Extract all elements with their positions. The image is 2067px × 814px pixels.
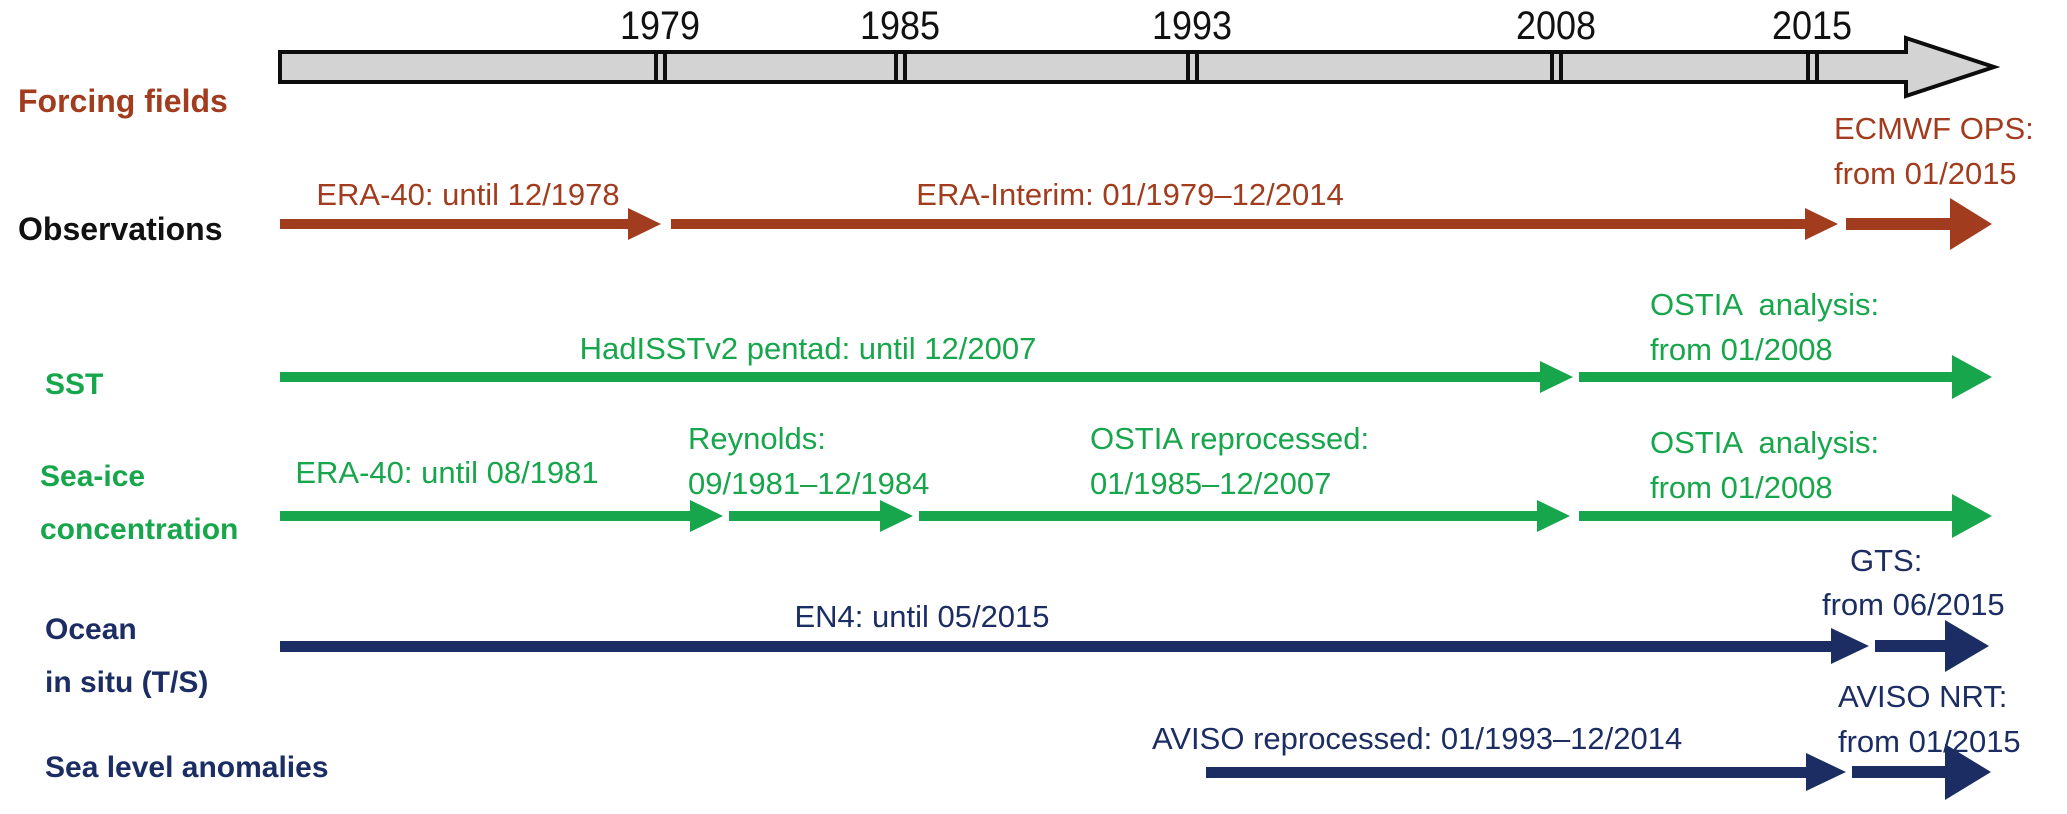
era-interim-label: ERA-Interim: 01/1979–12/2014 xyxy=(916,177,1344,212)
row-label-seaice-line1: Sea-ice xyxy=(40,460,146,493)
arrow-head-icon xyxy=(1945,620,1989,672)
observations-header: Observations xyxy=(18,211,223,247)
ecmwf-ops-line2: from 01/2015 xyxy=(1834,156,2017,191)
arrow-shaft xyxy=(280,511,690,521)
timeline-ticks xyxy=(654,52,1819,82)
arrow-shaft xyxy=(729,511,880,521)
ostia-analysis-seaice-arrow xyxy=(1579,494,1992,538)
tick-1993b xyxy=(1195,52,1199,82)
arrow-shaft xyxy=(1579,372,1952,382)
aviso-nrt-arrow xyxy=(1852,744,1991,800)
tick-1985 xyxy=(894,52,898,82)
timeline-arrow-shape xyxy=(278,35,2001,99)
row-label-sla: Sea level anomalies xyxy=(45,751,329,784)
year-label-1993: 1993 xyxy=(1151,4,1233,48)
arrow-shaft xyxy=(280,219,628,229)
arrow-shaft xyxy=(1206,766,1806,778)
arrow-shaft xyxy=(1846,218,1950,230)
row-label-seaice-line2: concentration xyxy=(40,513,239,546)
hadisst-arrow xyxy=(280,361,1573,393)
era40-forcing-label: ERA-40: until 12/1978 xyxy=(316,177,620,212)
ostia-analysis-sst-line1: OSTIA analysis: xyxy=(1650,287,1880,322)
arrow-shaft xyxy=(1579,511,1952,521)
tick-2008 xyxy=(1550,52,1554,82)
reynolds-line2: 09/1981–12/1984 xyxy=(688,466,930,501)
row-label-sst: SST xyxy=(45,368,104,401)
ostia-analysis-sst-label: OSTIA analysis: from 01/2008 xyxy=(1650,282,1879,372)
ostia-reprocessed-line2: 01/1985–12/2007 xyxy=(1090,466,1332,501)
en4-arrow xyxy=(280,628,1869,664)
reynolds-line1: Reynolds: xyxy=(688,421,826,456)
arrow-shaft xyxy=(280,372,1540,382)
tick-2008b xyxy=(1559,52,1563,82)
arrow-head-icon xyxy=(1805,208,1838,240)
arrow-head-icon xyxy=(1806,753,1846,791)
arrow-shaft xyxy=(1852,766,1945,778)
ostia-reprocessed-arrow xyxy=(919,500,1570,532)
ostia-analysis-seaice-label: OSTIA analysis: from 01/2008 xyxy=(1650,420,1879,510)
reynolds-arrow xyxy=(729,500,913,532)
year-label-2008: 2008 xyxy=(1515,4,1597,48)
tick-1979b xyxy=(663,52,667,82)
aviso-reprocessed-label: AVISO reprocessed: 01/1993–12/2014 xyxy=(1152,721,1683,756)
arrow-shaft xyxy=(671,219,1805,229)
arrow-head-icon xyxy=(1540,361,1573,393)
reynolds-label: Reynolds: 09/1981–12/1984 xyxy=(688,416,929,506)
forcing-fields-header: Forcing fields xyxy=(18,83,228,119)
gts-arrow xyxy=(1875,620,1989,672)
era40-seaice-arrow xyxy=(280,500,723,532)
aviso-nrt-label: AVISO NRT: from 01/2015 xyxy=(1838,674,2021,764)
arrow-head-icon xyxy=(1952,494,1992,538)
gts-line1: GTS: xyxy=(1850,543,1923,578)
tick-1979 xyxy=(654,52,658,82)
arrow-head-icon xyxy=(1831,628,1869,664)
ostia-analysis-seaice-line1: OSTIA analysis: xyxy=(1650,425,1880,460)
ostia-analysis-seaice-line2: from 01/2008 xyxy=(1650,470,1833,505)
arrow-shaft xyxy=(919,511,1537,521)
arrow-shaft xyxy=(280,640,1831,652)
ecmwf-ops-line1: ECMWF OPS: xyxy=(1834,111,2034,146)
arrow-head-icon xyxy=(628,208,661,240)
arrow-head-icon xyxy=(690,500,723,532)
ostia-reprocessed-line1: OSTIA reprocessed: xyxy=(1090,421,1370,456)
arrow-head-icon xyxy=(1952,355,1992,399)
timeline-arrow xyxy=(278,35,2001,99)
year-label-1979: 1979 xyxy=(619,4,701,48)
tick-2015b xyxy=(1815,52,1819,82)
gts-line2: from 06/2015 xyxy=(1822,587,2005,622)
row-label-insitu: Ocean in situ (T/S) xyxy=(45,603,208,709)
tick-1993 xyxy=(1186,52,1190,82)
arrow-head-icon xyxy=(1945,744,1991,800)
row-label-insitu-line2: in situ (T/S) xyxy=(45,666,209,699)
aviso-reprocessed-arrow xyxy=(1206,753,1846,791)
ecmwf-ops-arrow xyxy=(1846,198,1992,250)
ostia-analysis-sst-arrow xyxy=(1579,355,1992,399)
arrow-shaft xyxy=(1875,640,1945,652)
year-label-1985: 1985 xyxy=(859,4,941,48)
ostia-reprocessed-label: OSTIA reprocessed: 01/1985–12/2007 xyxy=(1090,416,1369,506)
arrow-head-icon xyxy=(1950,198,1992,250)
hadisst-label: HadISSTv2 pentad: until 12/2007 xyxy=(579,331,1037,366)
tick-1985b xyxy=(903,52,907,82)
arrow-head-icon xyxy=(880,500,913,532)
tick-2015 xyxy=(1806,52,1810,82)
year-label-2015: 2015 xyxy=(1771,4,1853,48)
era40-forcing-arrow xyxy=(280,208,661,240)
aviso-nrt-line1: AVISO NRT: xyxy=(1838,679,2008,714)
en4-label: EN4: until 05/2015 xyxy=(794,599,1050,634)
era-interim-arrow xyxy=(671,208,1838,240)
arrow-head-icon xyxy=(1537,500,1570,532)
ostia-analysis-sst-line2: from 01/2008 xyxy=(1650,332,1833,367)
row-label-insitu-line1: Ocean xyxy=(45,613,137,646)
ecmwf-ops-label: ECMWF OPS: from 01/2015 xyxy=(1834,106,2034,196)
row-label-seaice: Sea-ice concentration xyxy=(40,450,238,556)
era40-seaice-label: ERA-40: until 08/1981 xyxy=(295,455,599,490)
